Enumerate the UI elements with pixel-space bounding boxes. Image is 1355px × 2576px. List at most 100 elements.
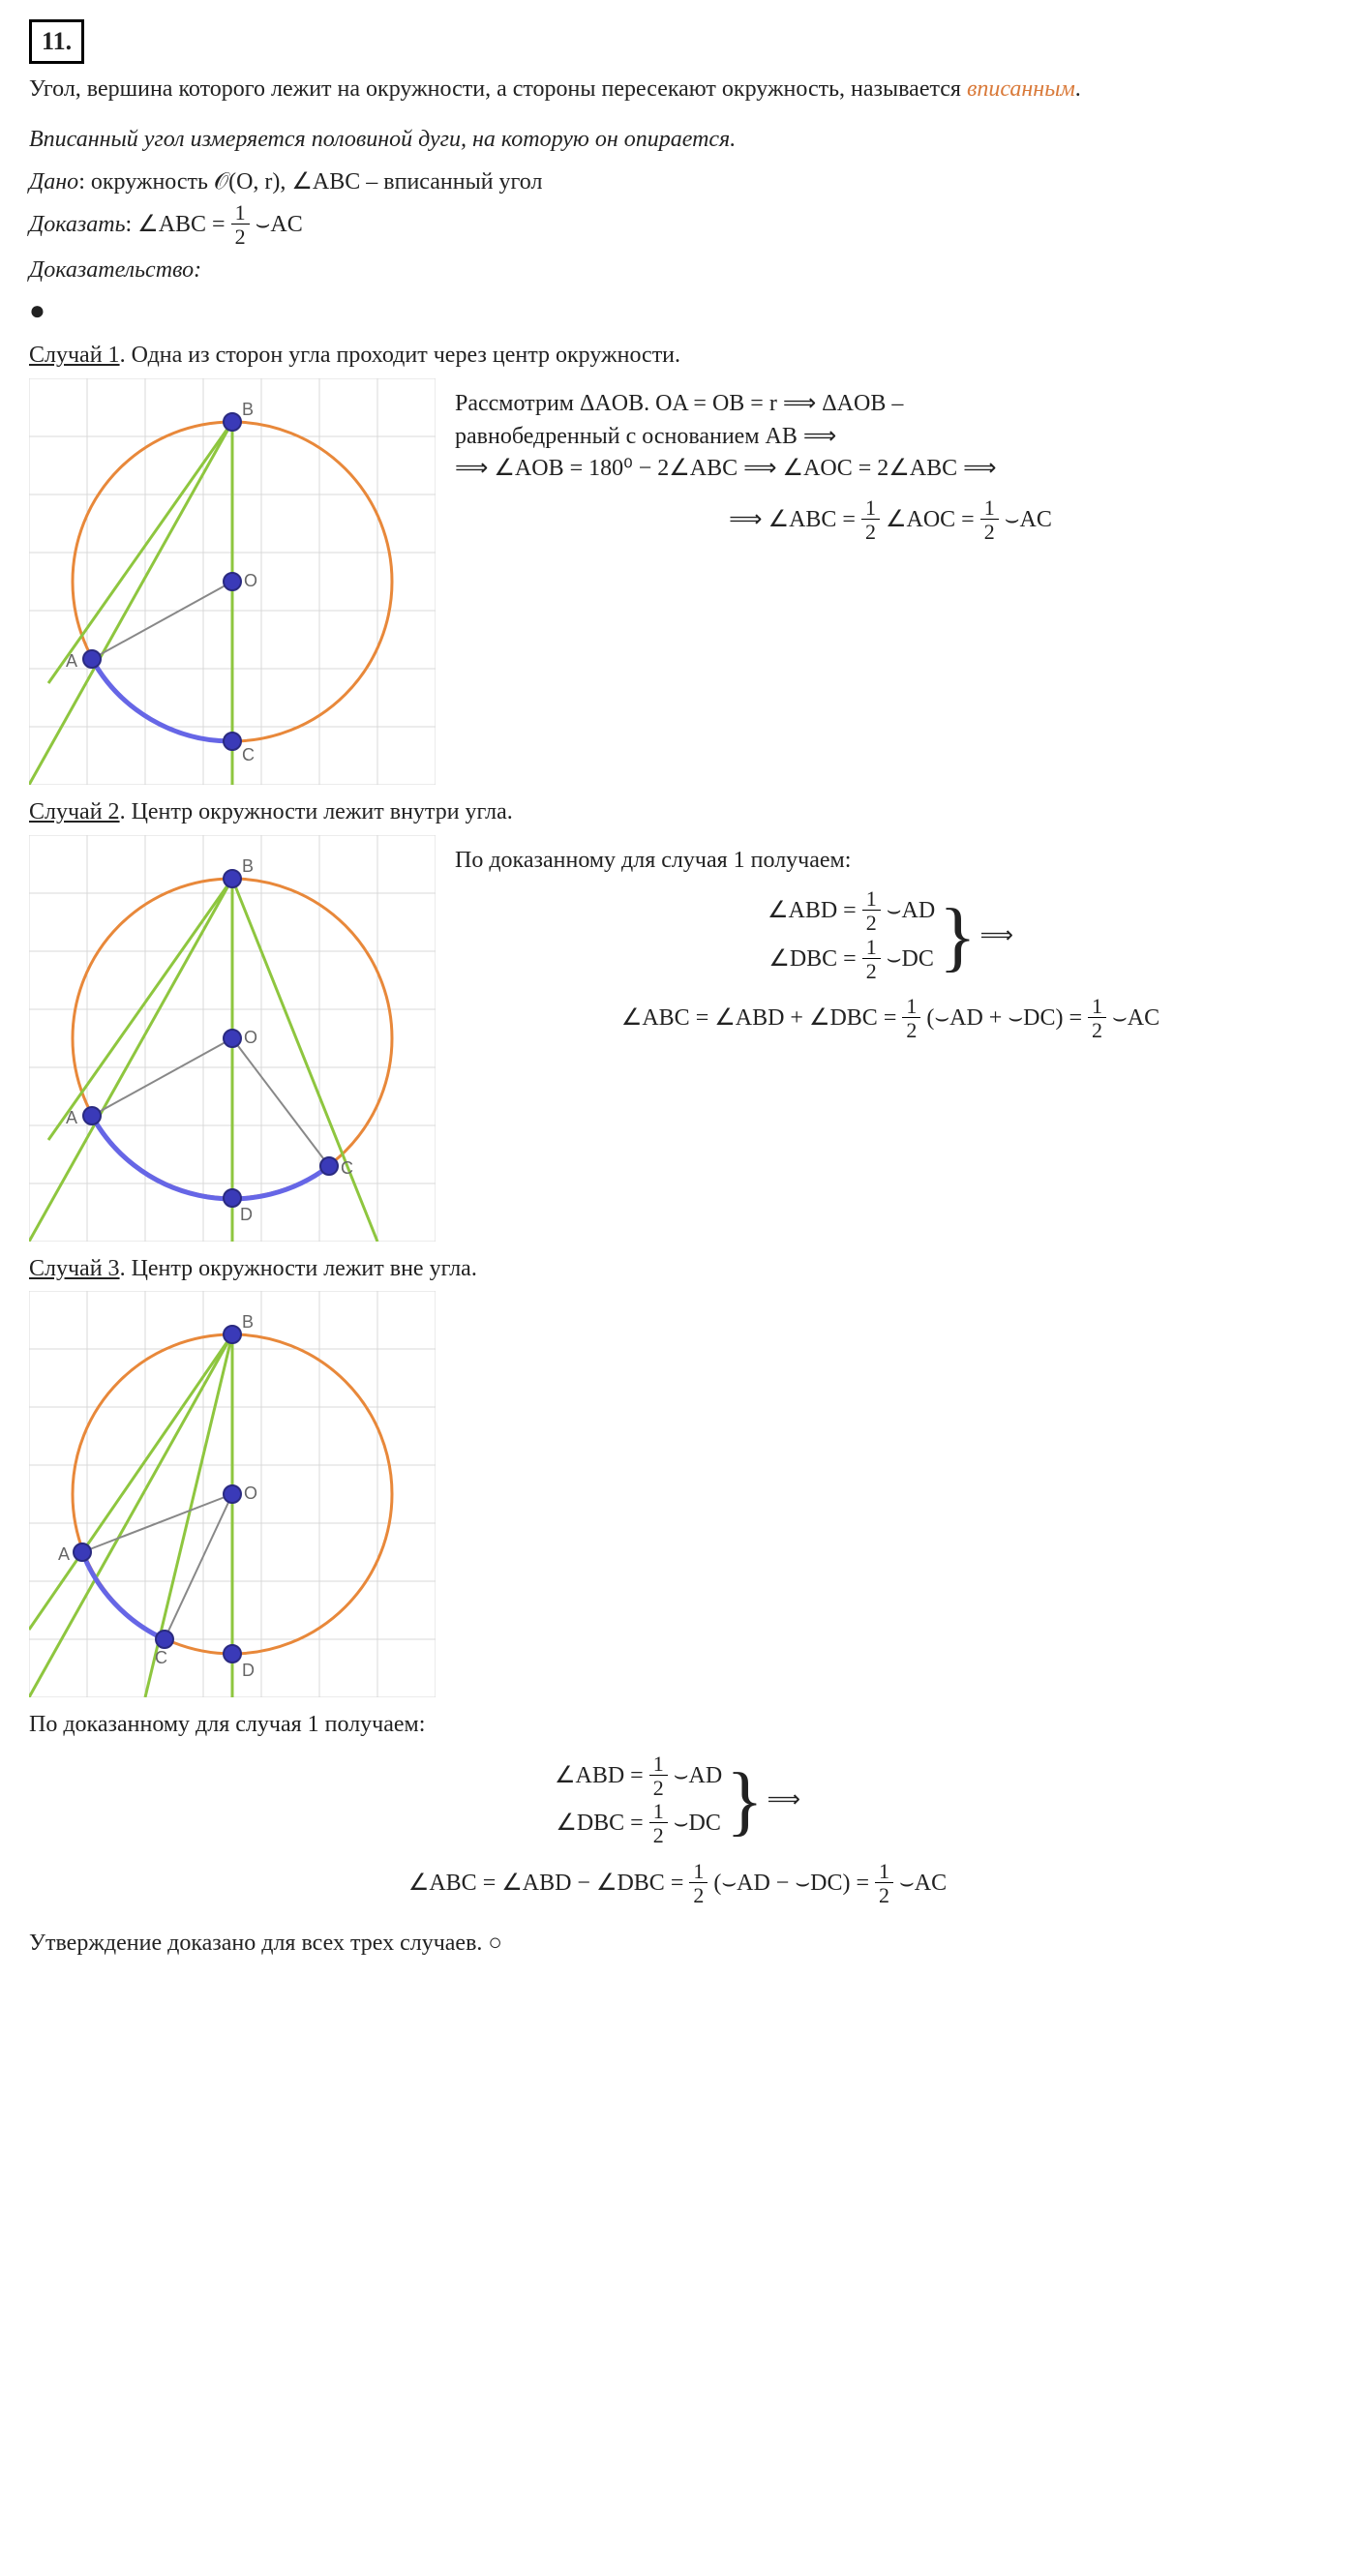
prove-math-tail: ⌣AC (250, 212, 303, 237)
case2-math: По доказанному для случая 1 получаем: ∠A… (455, 835, 1326, 1056)
case2-row: B O A C D По доказанному для случая 1 получа… (29, 835, 1326, 1242)
c1-l2: равнобедренный с основанием AB ⟹ (455, 421, 1326, 454)
conclusion: Утверждение доказано для всех трех случа… (29, 1928, 1326, 1961)
case3-row: BOACD (29, 1291, 1326, 1697)
diagram2-svg: B O A C D (29, 835, 436, 1242)
c3e2a: ∠DBC = (556, 1811, 648, 1836)
d: 2 (1088, 1018, 1106, 1043)
intro-highlight: вписанным (967, 76, 1075, 102)
case2-text: . Центр окружности лежит внутри угла. (120, 799, 513, 824)
case2-header: Случай 2. Центр окружности лежит внутри … (29, 796, 1326, 829)
svg-text:A: A (66, 1108, 77, 1127)
c3-eq3: ∠ABC = ∠ABD − ∠DBC = 12 (⌣AD − ⌣DC) = 12… (29, 1861, 1326, 1908)
fraction-half: 12 (231, 202, 250, 250)
brace-icon: } (726, 1762, 763, 1840)
proof-label: Доказательство: (29, 255, 1326, 287)
svg-text:O: O (244, 1028, 257, 1047)
c3-arrow: ⟹ (768, 1784, 800, 1817)
given-text: : окружность 𝒪(O, r), ∠ABC – вписанный у… (78, 169, 542, 195)
n: 1 (980, 497, 999, 520)
given-label: Дано (29, 169, 78, 195)
c2e1a: ∠ABD = (768, 898, 862, 923)
case1-diagram: B O A C (29, 378, 436, 785)
d: 2 (689, 1883, 708, 1908)
d: 2 (862, 959, 881, 984)
frac-num: 1 (231, 202, 250, 225)
c2e3b: (⌣AD + ⌣DC) = (920, 1005, 1088, 1031)
case3-diagram: BOACD (29, 1291, 436, 1697)
given-line: Дано: окружность 𝒪(O, r), ∠ABC – вписанн… (29, 166, 1326, 199)
d: 2 (862, 911, 881, 936)
svg-text:O: O (244, 571, 257, 590)
c3-brace-left: ∠ABD = 12 ⌣AD ∠DBC = 12 ⌣DC (555, 1753, 722, 1849)
svg-text:B: B (242, 400, 254, 419)
svg-text:C: C (341, 1158, 353, 1178)
n: 1 (649, 1801, 668, 1823)
c3e1b: ⌣AD (668, 1763, 722, 1788)
intro-paragraph: Угол, вершина которого лежит на окружнос… (29, 74, 1326, 106)
c2e3c: ⌣AC (1106, 1005, 1159, 1031)
c2e2a: ∠DBC = (768, 946, 861, 972)
svg-text:B: B (242, 1312, 254, 1332)
d: 2 (902, 1018, 920, 1043)
c2e2b: ⌣DC (881, 946, 934, 972)
intro-part1: Угол, вершина которого лежит на окружнос… (29, 76, 967, 102)
c3e3c: ⌣AC (893, 1871, 947, 1896)
case1-label: Случай 1 (29, 343, 120, 368)
prove-label: Доказать (29, 212, 126, 237)
case3-label: Случай 3 (29, 1256, 120, 1281)
c3-brace-block: ∠ABD = 12 ⌣AD ∠DBC = 12 ⌣DC } ⟹ (29, 1753, 1326, 1849)
c2-brace-block: ∠ABD = 12 ⌣AD ∠DBC = 12 ⌣DC } ⟹ (455, 888, 1326, 984)
case1-header: Случай 1. Одна из сторон угла проходит ч… (29, 340, 1326, 373)
c1-l3: ⟹ ∠AOB = 180⁰ − 2∠ABC ⟹ ∠AOC = 2∠ABC ⟹ (455, 453, 1326, 486)
c1-l4b: ∠AOC = (880, 507, 980, 532)
svg-text:O: O (244, 1483, 257, 1503)
c1-l4a: ⟹ ∠ABC = (729, 507, 861, 532)
exercise-number: 11. (29, 19, 84, 64)
n: 1 (689, 1861, 708, 1883)
n: 1 (1088, 996, 1106, 1018)
svg-text:D: D (240, 1205, 253, 1224)
d: 2 (649, 1823, 668, 1848)
c2e3a: ∠ABC = ∠ABD + ∠DBC = (621, 1005, 903, 1031)
diagram3-svg: BOACD (29, 1291, 436, 1697)
case1-math: Рассмотрим ΔAOB. OA = OB = r ⟹ ΔAOB – ра… (455, 378, 1326, 556)
prove-math-head: : ∠ABC = (126, 212, 231, 237)
frac-den: 2 (231, 225, 250, 250)
svg-text:A: A (66, 651, 77, 671)
c2-eq3: ∠ABC = ∠ABD + ∠DBC = 12 (⌣AD + ⌣DC) = 12… (455, 996, 1326, 1043)
n: 1 (862, 937, 881, 959)
svg-text:A: A (58, 1544, 70, 1564)
brace-icon: } (939, 898, 976, 975)
prove-line: Доказать: ∠ABC = 12 ⌣AC (29, 202, 1326, 250)
case3-text: . Центр окружности лежит вне угла. (120, 1256, 477, 1281)
c3e3a: ∠ABC = ∠ABD − ∠DBC = (408, 1871, 690, 1896)
n: 1 (902, 996, 920, 1018)
case2-diagram: B O A C D (29, 835, 436, 1242)
c3e1a: ∠ABD = (555, 1763, 649, 1788)
frac: 12 (980, 497, 999, 545)
case2-label: Случай 2 (29, 799, 120, 824)
case3-header: Случай 3. Центр окружности лежит вне угл… (29, 1253, 1326, 1286)
d: 2 (980, 520, 999, 545)
n: 1 (861, 497, 880, 520)
c2-intro: По доказанному для случая 1 получаем: (455, 845, 1326, 878)
n: 1 (862, 888, 881, 911)
svg-text:D: D (242, 1661, 255, 1680)
d: 2 (861, 520, 880, 545)
d: 2 (649, 1776, 668, 1801)
c2-brace-left: ∠ABD = 12 ⌣AD ∠DBC = 12 ⌣DC (768, 888, 935, 984)
c2e1b: ⌣AD (881, 898, 935, 923)
n: 1 (875, 1861, 893, 1883)
c3-intro: По доказанному для случая 1 получаем: (29, 1709, 1326, 1742)
case3-spacer (455, 1291, 1326, 1301)
c1-l4c: ⌣AC (999, 507, 1052, 532)
diagram1-svg: B O A C (29, 378, 436, 785)
svg-text:B: B (242, 856, 254, 876)
intro-part2: . (1075, 76, 1081, 102)
c3e3b: (⌣AD − ⌣DC) = (708, 1871, 875, 1896)
case1-text: . Одна из сторон угла проходит через цен… (120, 343, 680, 368)
svg-text:C: C (242, 745, 255, 764)
n: 1 (649, 1753, 668, 1776)
c2-arrow: ⟹ (980, 920, 1013, 953)
